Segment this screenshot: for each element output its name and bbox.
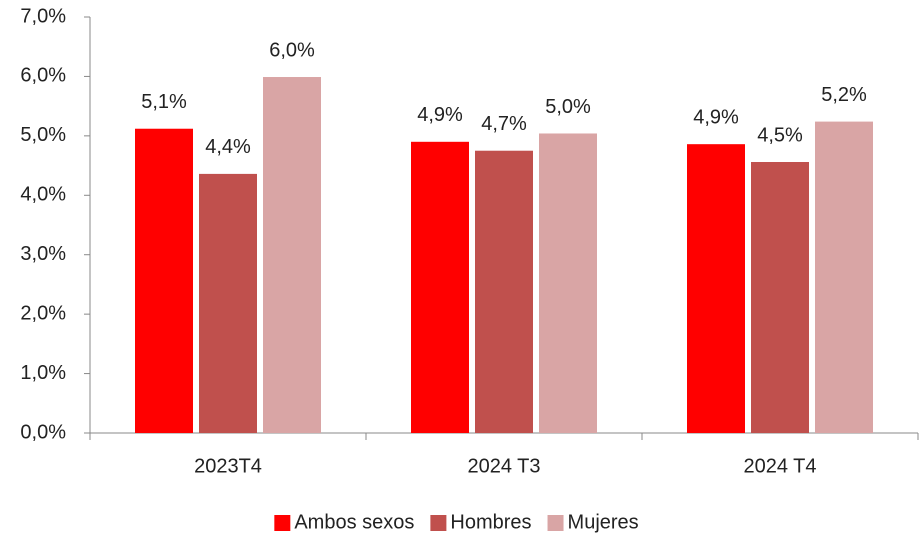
bar	[751, 162, 809, 433]
bar	[135, 128, 193, 433]
bar	[539, 133, 597, 434]
value-label: 4,9%	[417, 104, 463, 126]
value-label: 6,0%	[269, 39, 315, 61]
value-label: 5,0%	[545, 96, 591, 118]
y-tick-label: 4,0%	[20, 184, 66, 206]
y-tick-label: 1,0%	[20, 362, 66, 384]
legend-swatch	[274, 515, 291, 531]
bar	[411, 141, 469, 434]
y-tick-label: 3,0%	[20, 243, 66, 265]
value-label: 4,9%	[693, 106, 739, 128]
y-tick-label: 2,0%	[20, 302, 66, 324]
value-label: 4,5%	[757, 124, 803, 146]
value-label: 4,4%	[205, 136, 251, 158]
legend-label: Hombres	[450, 511, 531, 533]
bar	[687, 144, 745, 434]
legend-label: Ambos sexos	[294, 511, 414, 533]
value-label: 4,7%	[481, 113, 527, 135]
x-tick-label: 2024 T4	[743, 455, 816, 477]
y-tick-label: 0,0%	[20, 421, 66, 443]
bar	[199, 173, 257, 434]
bar	[815, 121, 873, 433]
x-tick-label: 2024 T3	[467, 455, 540, 477]
y-tick-label: 5,0%	[20, 124, 66, 146]
legend-label: Mujeres	[568, 511, 639, 533]
y-tick-label: 7,0%	[20, 5, 66, 27]
bar	[263, 77, 321, 433]
value-label: 5,1%	[141, 91, 187, 113]
x-tick-label: 2023T4	[194, 455, 262, 477]
legend-swatch	[547, 515, 564, 531]
legend-swatch	[430, 515, 447, 531]
bar	[475, 150, 533, 433]
y-tick-label: 6,0%	[20, 65, 66, 87]
value-label: 5,2%	[821, 84, 867, 106]
